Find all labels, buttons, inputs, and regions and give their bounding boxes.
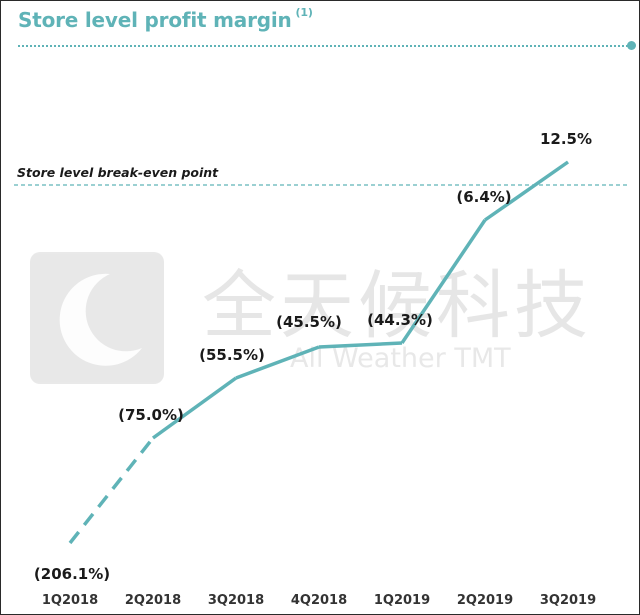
data-labels: (206.1%) (75.0%) (55.5%) (45.5%) (44.3%) (6.4…: [34, 130, 592, 583]
series-line: [68, 160, 570, 545]
data-label: (55.5%): [199, 346, 265, 364]
x-tick-label: 1Q2019: [374, 593, 430, 608]
data-label: 12.5%: [540, 130, 592, 148]
data-label: (6.4%): [456, 188, 511, 206]
x-tick-label: 3Q2019: [540, 593, 596, 608]
data-label: (44.3%): [367, 311, 433, 329]
series-segment: [400, 219, 487, 344]
series-segment: [151, 376, 238, 440]
x-tick-label: 2Q2018: [125, 593, 181, 608]
data-label: (206.1%): [34, 565, 110, 583]
chart-title: Store level profit margin (1): [18, 6, 313, 32]
watermark-crescent-icon: [59, 273, 142, 366]
series-segment: [235, 345, 320, 380]
x-axis-ticks: 1Q2018 2Q2018 3Q2018 4Q2018 1Q2019 2Q2019 3Q20…: [42, 593, 596, 608]
series-segment: [483, 160, 570, 222]
x-tick-label: 2Q2019: [457, 593, 513, 608]
title-underline: [18, 45, 628, 47]
watermark-chinese: 全天候科技: [202, 263, 592, 349]
title-underline-dot: [627, 41, 636, 50]
x-tick-label: 3Q2018: [208, 593, 264, 608]
x-tick-label: 4Q2018: [291, 593, 347, 608]
data-label: (45.5%): [276, 313, 342, 331]
x-tick-label: 1Q2018: [42, 593, 98, 608]
series-segment: [68, 436, 155, 545]
break-even-label: Store level break-even point: [17, 165, 219, 180]
title-footnote: (1): [295, 6, 313, 20]
series-segment: [318, 341, 403, 349]
data-label: (75.0%): [118, 406, 184, 424]
chart-title-text: Store level profit margin: [18, 8, 292, 32]
watermark-logo: [30, 252, 164, 384]
